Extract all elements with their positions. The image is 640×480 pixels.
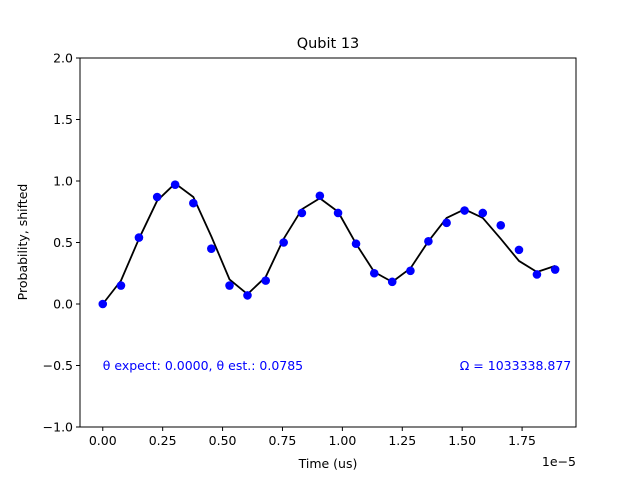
data-point — [478, 208, 488, 218]
data-point — [442, 218, 451, 228]
data-point — [514, 245, 524, 255]
x-tick-label: 1.75 — [508, 433, 536, 448]
x-axis-offset-label: 1e−5 — [542, 454, 576, 469]
data-point — [532, 270, 542, 279]
data-point — [152, 192, 162, 202]
x-tick-label: 0.50 — [209, 433, 237, 448]
x-tick-label: 0.00 — [89, 433, 117, 448]
y-tick-label: 0.0 — [53, 297, 73, 312]
data-point — [116, 281, 126, 290]
x-tick-label: 1.00 — [328, 433, 356, 448]
data-point — [279, 238, 288, 247]
data-point — [225, 281, 234, 290]
x-tick-label: 1.50 — [448, 433, 476, 448]
data-point — [406, 266, 415, 276]
data-point — [550, 265, 560, 274]
data-point — [315, 191, 325, 201]
axes-frame — [79, 57, 577, 428]
data-point — [460, 206, 469, 215]
data-point — [243, 291, 252, 300]
annotation-text: θ expect: 0.0000, θ est.: 0.0785 — [103, 358, 303, 373]
x-axis-label: Time (us) — [298, 456, 358, 471]
data-point — [351, 239, 361, 249]
y-tick-label: 2.0 — [53, 51, 73, 66]
y-axis-label: Probability, shifted — [15, 184, 30, 301]
data-point — [170, 180, 180, 189]
axis-ticks: 0.00 0.25 0.50 0.75 1.00 1.25 1.50 1.75 −1.0 −0.5… — [43, 51, 536, 449]
data-point — [134, 233, 144, 242]
chart-title: Qubit 13 — [297, 36, 360, 52]
plot-area — [98, 180, 560, 309]
annotation-text: Ω = 1033338.877 — [460, 358, 571, 373]
data-point — [189, 198, 198, 208]
y-tick-label: 0.5 — [53, 235, 73, 250]
data-point — [496, 220, 506, 230]
data-point — [424, 236, 433, 246]
y-tick-label: −0.5 — [43, 358, 73, 373]
y-tick-label: 1.0 — [53, 174, 73, 189]
x-tick-label: 0.75 — [269, 433, 297, 448]
data-point — [207, 244, 216, 253]
x-tick-label: 1.25 — [388, 433, 416, 448]
data-point — [98, 299, 108, 309]
data-point — [261, 276, 271, 285]
data-point — [333, 208, 343, 218]
data-point — [387, 277, 397, 287]
data-point — [297, 208, 307, 218]
annotations: θ expect: 0.0000, θ est.: 0.0785 Ω = 1033… — [103, 358, 572, 373]
y-tick-label: −1.0 — [43, 420, 73, 435]
data-point — [369, 268, 379, 278]
x-tick-label: 0.25 — [149, 433, 177, 448]
y-tick-label: 1.5 — [53, 112, 73, 127]
